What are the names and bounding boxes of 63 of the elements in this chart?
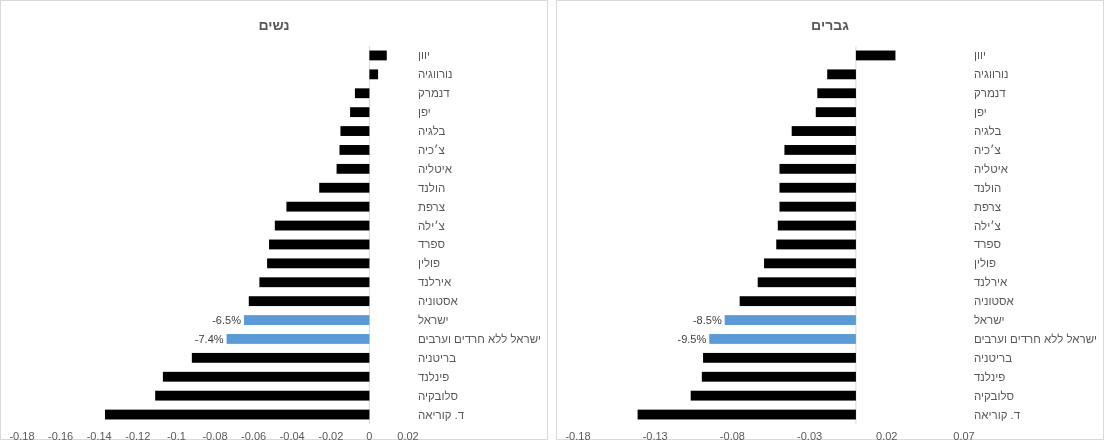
data-label: -6.5%: [212, 314, 242, 327]
data-label: -9.5%: [677, 332, 707, 345]
y-tick-label: פינלנד: [418, 370, 450, 383]
x-tick-label: 0.02: [876, 430, 898, 440]
x-tick-label: -0.08: [202, 430, 228, 440]
y-tick-label: נורווגיה: [418, 68, 453, 81]
y-tick-label: צרפת: [974, 200, 1002, 213]
chart-title: נשים: [258, 17, 290, 33]
y-tick-label: איטליה: [974, 162, 1009, 175]
y-tick-label: צרפת: [418, 200, 446, 213]
y-tick-label: אסטוניה: [974, 295, 1015, 308]
data-label: -8.5%: [692, 314, 722, 327]
x-tick-label: -0.08: [719, 430, 745, 440]
y-tick-label: ישראל: [974, 314, 1005, 327]
x-tick-label: -0.14: [86, 430, 112, 440]
y-tick-label: צ׳ילה: [418, 219, 445, 232]
y-tick-label: סלובקיה: [418, 389, 459, 402]
x-tick-label: -0.13: [642, 430, 668, 440]
x-tick-label: -0.02: [318, 430, 344, 440]
y-tick-label: נורווגיה: [974, 68, 1009, 81]
y-tick-label: צ׳ילה: [974, 219, 1001, 232]
y-tick-label: בריטניה: [418, 351, 457, 364]
y-tick-label: בלגיה: [418, 125, 446, 138]
y-tick-label: ספרד: [418, 238, 445, 251]
y-tick-label: ד. קוריאה: [974, 408, 1021, 421]
y-tick-label: יוון: [418, 49, 430, 62]
y-tick-label: צ׳כיה: [418, 143, 445, 156]
data-label: -7.4%: [194, 332, 224, 345]
y-tick-label: דנמרק: [974, 87, 1007, 100]
y-tick-label: אירלנד: [974, 276, 1009, 289]
x-tick-label: -0.1: [166, 430, 186, 440]
x-tick-label: -0.18: [565, 430, 591, 440]
y-tick-label: יוון: [974, 49, 986, 62]
x-tick-label: -0.16: [48, 430, 74, 440]
x-tick-label: -0.06: [241, 430, 267, 440]
y-tick-label: אסטוניה: [418, 295, 459, 308]
y-tick-label: יפן: [418, 106, 431, 119]
y-tick-label: דנמרק: [418, 87, 451, 100]
chart-title: גברים: [811, 17, 850, 33]
y-tick-label: בלגיה: [974, 125, 1002, 138]
y-tick-label: הולנד: [974, 181, 1002, 194]
x-tick-label: -0.03: [797, 430, 823, 440]
y-tick-label: הולנד: [418, 181, 446, 194]
y-tick-label: ד. קוריאה: [418, 408, 465, 421]
y-tick-label: סלובקיה: [974, 389, 1015, 402]
y-tick-label: פינלנד: [974, 370, 1006, 383]
x-tick-label: -0.04: [279, 430, 305, 440]
x-tick-label: 0: [366, 430, 373, 440]
y-tick-label: ספרד: [974, 238, 1001, 251]
y-tick-label: אירלנד: [418, 276, 453, 289]
x-tick-label: 0.07: [953, 430, 975, 440]
y-tick-label: ישראל ללא חרדים וערבים: [418, 332, 542, 345]
y-tick-label: פולין: [974, 257, 997, 270]
x-tick-label: -0.18: [9, 430, 35, 440]
y-tick-label: יפן: [974, 106, 987, 119]
x-tick-label: -0.12: [125, 430, 151, 440]
y-tick-label: בריטניה: [974, 351, 1013, 364]
x-tick-label: 0.02: [397, 430, 419, 440]
y-tick-label: ישראל: [418, 314, 449, 327]
y-tick-label: ישראל ללא חרדים וערבים: [974, 332, 1098, 345]
y-tick-label: איטליה: [418, 162, 453, 175]
y-tick-label: צ׳כיה: [974, 143, 1001, 156]
y-tick-label: פולין: [418, 257, 441, 270]
